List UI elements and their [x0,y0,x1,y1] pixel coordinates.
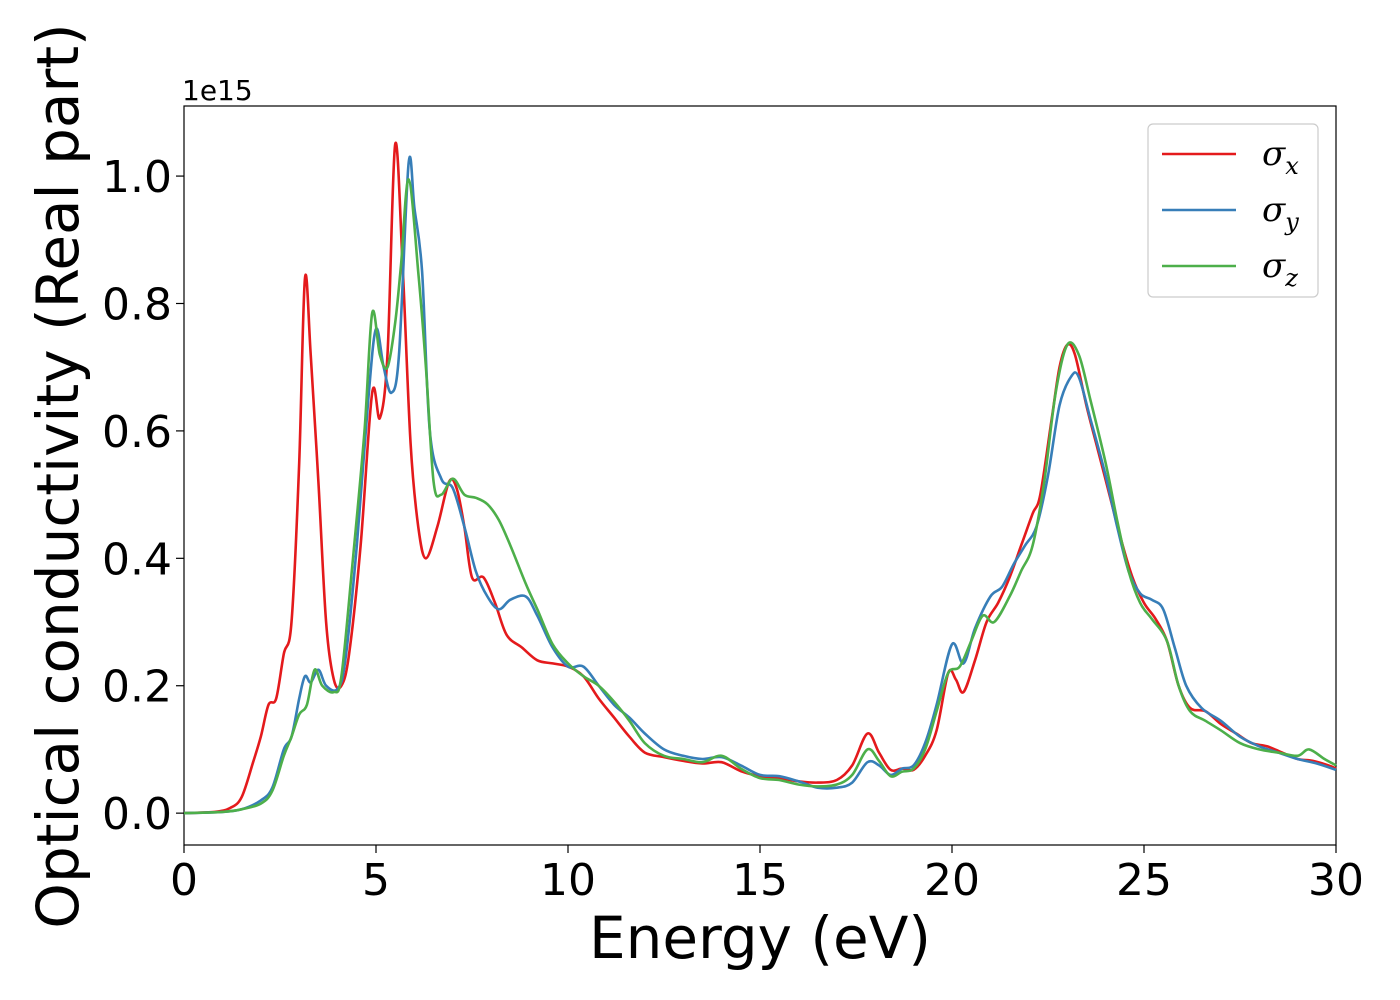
x-tick-label: 30 [1308,855,1364,906]
y-axis-label: Optical conductivity (Real part) [24,23,92,928]
series-line-sigma-z [183,177,1337,815]
y-axis-ticks: 0.0 0.2 0.4 0.6 0.8 1.0 [102,152,184,840]
y-tick-label: 0.8 [102,279,172,330]
x-tick-label: 20 [924,855,980,906]
x-tick-label: 10 [540,855,596,906]
series-layer [183,141,1337,815]
x-tick-label: 15 [732,855,788,906]
y-tick-label: 1.0 [102,152,172,203]
series-line-sigma-y [183,155,1337,815]
x-tick-label: 5 [362,855,390,906]
y-tick-label: 0.4 [102,534,172,585]
y-tick-label: 0.6 [102,407,172,458]
x-axis-label: Energy (eV) [589,904,931,972]
plot-area [183,105,1337,846]
y-offset-label: 1e15 [182,74,253,107]
x-axis-ticks: 0 5 10 15 20 25 30 [170,845,1364,906]
x-tick-label: 0 [170,855,198,906]
y-tick-label: 0.0 [102,789,172,840]
x-tick-label: 25 [1116,855,1172,906]
y-tick-label: 0.2 [102,662,172,713]
